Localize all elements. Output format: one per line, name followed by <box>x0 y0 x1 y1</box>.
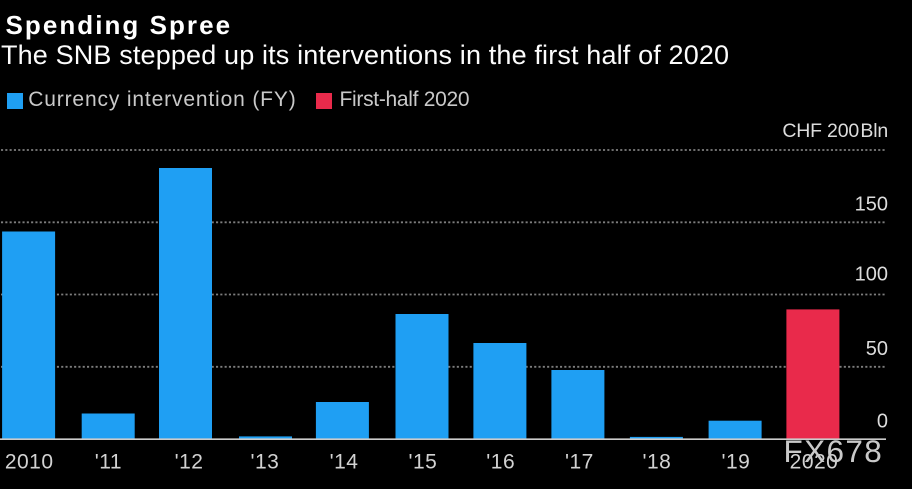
svg-text:'13: '13 <box>250 450 279 473</box>
svg-text:'17: '17 <box>565 450 594 473</box>
svg-text:'19: '19 <box>721 450 750 473</box>
svg-text:100: 100 <box>855 263 888 285</box>
svg-text:50: 50 <box>866 338 888 360</box>
svg-text:'16: '16 <box>486 450 515 473</box>
svg-text:'11: '11 <box>95 450 122 473</box>
svg-text:'18: '18 <box>642 450 671 473</box>
svg-text:150: 150 <box>855 193 888 215</box>
svg-text:CHF 200 Bln: CHF 200 Bln <box>782 120 888 142</box>
svg-text:2010: 2010 <box>5 450 54 473</box>
svg-text:'15: '15 <box>408 450 437 473</box>
svg-text:0: 0 <box>877 410 888 432</box>
svg-text:'12: '12 <box>175 450 204 473</box>
svg-text:'14: '14 <box>330 450 359 473</box>
svg-text:2020: 2020 <box>790 450 839 473</box>
